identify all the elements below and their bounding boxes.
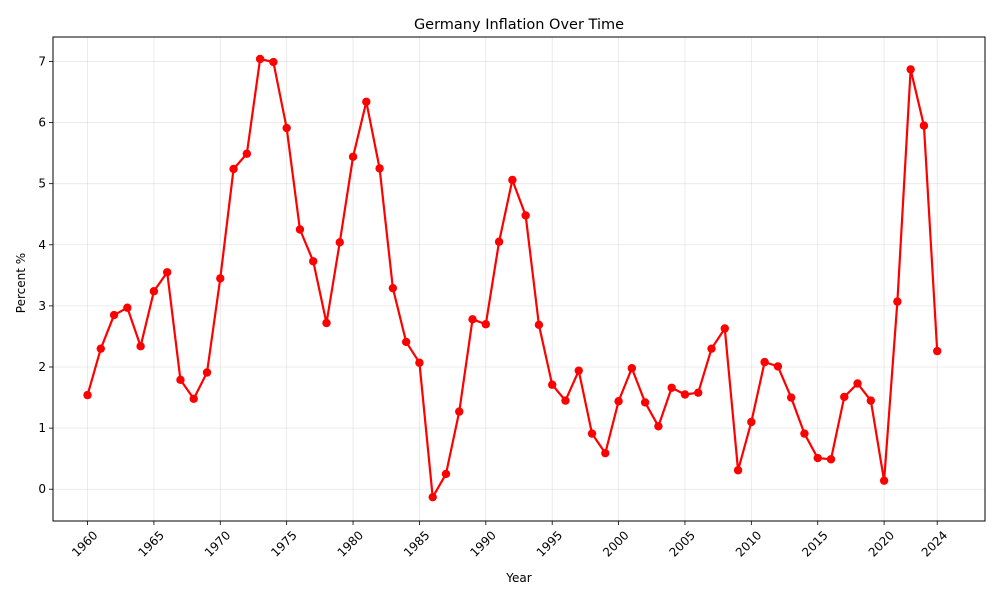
grid-lines — [53, 37, 985, 521]
y-tick-label: 2 — [38, 360, 46, 374]
y-tick-label: 4 — [38, 238, 46, 252]
data-point — [375, 164, 384, 173]
data-point — [322, 318, 331, 328]
data-point — [136, 342, 145, 351]
data-point — [362, 97, 371, 106]
data-point — [786, 393, 796, 402]
data-point — [853, 379, 862, 388]
y-tick-label: 6 — [38, 116, 46, 130]
data-point — [747, 417, 756, 427]
y-tick-label: 0 — [38, 482, 46, 496]
data-point — [255, 54, 265, 64]
data-point — [826, 455, 836, 464]
data-point — [773, 362, 783, 371]
data-point — [707, 344, 716, 353]
data-point — [202, 368, 212, 377]
y-tick-label: 7 — [38, 54, 46, 68]
data-point — [282, 123, 291, 133]
y-tick-label: 5 — [38, 177, 46, 191]
data-point — [667, 383, 676, 392]
data-point — [640, 398, 650, 407]
data-point — [680, 390, 690, 399]
data-point — [521, 211, 530, 220]
data-point — [800, 429, 809, 438]
data-point — [601, 448, 610, 458]
data-point — [83, 390, 92, 400]
data-point — [654, 422, 663, 431]
data-point — [614, 397, 623, 406]
data-point — [866, 396, 876, 405]
data-point — [388, 283, 398, 293]
data-point — [720, 324, 729, 333]
y-tick-label: 1 — [38, 421, 46, 435]
data-point — [269, 57, 278, 67]
data-point — [149, 287, 159, 296]
data-point — [441, 469, 451, 479]
data-point — [123, 303, 132, 312]
data-point — [919, 121, 929, 130]
data-point — [242, 149, 252, 158]
data-point — [893, 297, 902, 306]
series-inflation — [83, 54, 942, 502]
data-point — [587, 429, 597, 438]
data-point — [415, 358, 424, 367]
chart-title: Germany Inflation Over Time — [414, 17, 624, 33]
data-point — [428, 492, 437, 502]
data-point — [109, 310, 119, 320]
data-point — [547, 380, 557, 389]
data-point — [879, 476, 889, 485]
data-point — [455, 407, 464, 416]
data-point — [760, 357, 769, 367]
data-point — [468, 315, 477, 324]
data-point — [481, 320, 491, 329]
data-point — [335, 238, 344, 247]
data-point — [401, 337, 411, 347]
plot-area-frame — [52, 36, 986, 522]
data-point — [813, 453, 822, 463]
y-tick-label: 3 — [38, 299, 46, 313]
data-point — [189, 394, 198, 403]
data-point — [574, 366, 583, 375]
data-point — [906, 65, 915, 74]
data-point — [309, 257, 318, 266]
data-point — [494, 237, 504, 246]
data-point — [216, 274, 225, 283]
data-point — [840, 392, 849, 402]
data-point — [176, 375, 185, 385]
data-point — [508, 175, 517, 185]
data-point — [627, 364, 637, 373]
y-axis-label: Percent % — [14, 253, 28, 313]
data-point — [96, 344, 105, 353]
y-axis-ticks: 0 1 2 3 4 5 6 7 — [38, 54, 53, 496]
data-point — [694, 388, 703, 397]
data-point — [229, 164, 238, 174]
data-point — [733, 466, 743, 475]
data-point — [162, 268, 172, 277]
data-point — [348, 152, 358, 161]
data-point — [933, 346, 942, 356]
data-point — [534, 320, 544, 330]
data-point — [561, 396, 570, 405]
data-point — [295, 225, 305, 234]
x-axis-label: Year — [505, 571, 531, 585]
